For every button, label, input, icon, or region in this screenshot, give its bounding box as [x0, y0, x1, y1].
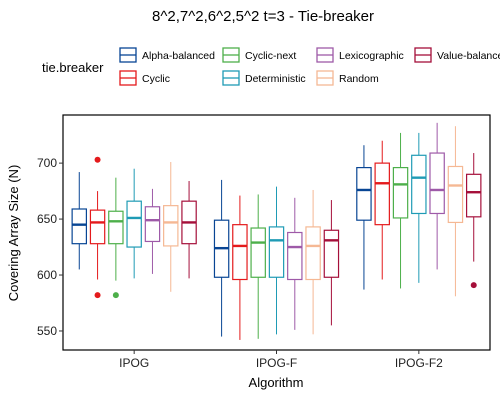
- box: [323, 200, 340, 326]
- legend-item-deterministic: Deterministic: [222, 70, 306, 86]
- series-random: [163, 126, 464, 335]
- box-iqr: [89, 209, 106, 245]
- box-iqr: [392, 166, 409, 219]
- box-iqr: [287, 231, 303, 281]
- y-tick-label: 650: [37, 212, 57, 226]
- box-iqr: [411, 154, 427, 215]
- box: [465, 153, 482, 289]
- y-tick-label: 700: [37, 156, 57, 170]
- box: [89, 156, 106, 299]
- box-iqr: [108, 210, 124, 245]
- box: [392, 132, 409, 289]
- box: [447, 126, 464, 297]
- outlier-point: [94, 292, 101, 299]
- series-cyclic: [89, 140, 390, 340]
- box: [163, 162, 179, 292]
- y-axis: 550 600 650 700: [37, 156, 63, 338]
- box: [108, 177, 124, 299]
- series-alpha-balanced: [71, 145, 372, 337]
- outlier-point: [470, 282, 477, 289]
- box-iqr: [126, 200, 142, 248]
- box: [181, 181, 197, 279]
- legend-label: Random: [339, 73, 379, 85]
- box: [374, 140, 390, 280]
- box: [250, 194, 266, 339]
- x-axis-title: Algorithm: [249, 375, 304, 390]
- series-lexicographic: [144, 122, 445, 330]
- legend-label: Deterministic: [245, 73, 306, 85]
- box-iqr: [356, 166, 372, 221]
- series-cyclic-next: [108, 132, 409, 339]
- box: [287, 197, 303, 330]
- legend-item-random: Random: [316, 70, 379, 86]
- box: [126, 168, 142, 279]
- box-iqr: [305, 226, 321, 281]
- x-tick-label: IPOG-F: [256, 356, 297, 370]
- box-iqr: [374, 162, 390, 226]
- legend: Alpha-balanced Cyclic Cyclic-next Determini…: [119, 47, 500, 86]
- box-iqr: [163, 205, 179, 247]
- box-iqr: [250, 227, 266, 278]
- x-axis: IPOG IPOG-F IPOG-F2: [119, 350, 443, 370]
- series-deterministic: [126, 132, 427, 335]
- legend-label: Cyclic-next: [245, 50, 296, 62]
- legend-title: tie.breaker: [42, 60, 104, 75]
- x-tick-label: IPOG-F2: [395, 356, 443, 370]
- outlier-point: [94, 156, 101, 163]
- box-iqr: [447, 165, 464, 224]
- legend-item-alpha-balanced: Alpha-balanced: [119, 47, 215, 63]
- legend-label: Alpha-balanced: [142, 50, 215, 62]
- box-series-group: [71, 122, 482, 340]
- box: [268, 186, 285, 335]
- legend-label: Lexicographic: [339, 50, 404, 62]
- legend-item-value-balanced: Value-balanced: [414, 47, 500, 63]
- box: [71, 172, 88, 270]
- box: [356, 145, 372, 290]
- box: [144, 188, 161, 274]
- box-iqr: [232, 224, 248, 281]
- y-tick-label: 550: [37, 324, 57, 338]
- legend-label: Value-balanced: [437, 50, 500, 62]
- box-iqr: [144, 206, 161, 243]
- box: [305, 189, 321, 335]
- box-iqr: [323, 229, 340, 278]
- box-iqr: [465, 173, 482, 218]
- box-iqr: [268, 226, 285, 278]
- box: [411, 132, 427, 283]
- legend-item-cyclic: Cyclic: [119, 70, 170, 86]
- y-axis-title: Covering Array Size (N): [6, 165, 21, 302]
- box-iqr: [429, 152, 445, 215]
- legend-label: Cyclic: [142, 73, 170, 85]
- legend-item-lexicographic: Lexicographic: [316, 47, 404, 63]
- outlier-point: [112, 292, 119, 299]
- box: [232, 195, 248, 340]
- series-value-balanced: [181, 153, 482, 326]
- chart-title: 8^2,7^2,6^2,5^2 t=3 - Tie-breaker: [152, 8, 374, 25]
- box-iqr: [71, 208, 88, 245]
- box: [429, 122, 445, 270]
- x-tick-label: IPOG: [119, 356, 149, 370]
- y-tick-label: 600: [37, 268, 57, 282]
- legend-item-cyclic-next: Cyclic-next: [222, 47, 296, 63]
- box: [213, 179, 230, 337]
